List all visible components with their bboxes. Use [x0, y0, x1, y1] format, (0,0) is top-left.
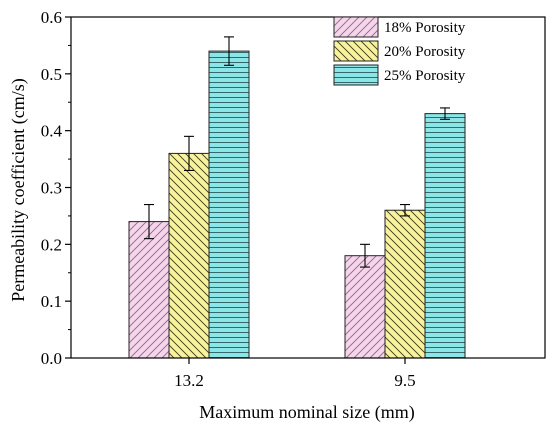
y-tick-label: 0.6	[41, 8, 62, 27]
legend-swatch-series-2	[333, 40, 379, 62]
y-tick-label: 0.4	[41, 122, 63, 141]
bar-9-5-series-2	[384, 209, 426, 359]
error-bar	[360, 243, 370, 268]
x-axis-label: Maximum nominal size (mm)	[199, 402, 414, 423]
legend-swatch-series-3	[333, 64, 379, 86]
bar-group-9-5	[344, 107, 466, 359]
legend-label-series-2: 20% Porosity	[384, 44, 466, 60]
axes-layer: 0.0 0.1 0.2 0.3 0.4 0.5 0.6 13.2 9.5	[41, 8, 546, 390]
legend-label-series-1: 18% Porosity	[384, 20, 466, 36]
y-tick-label: 0.3	[41, 179, 62, 198]
y-tick-label: 0.2	[41, 235, 62, 254]
legend-swatch-series-1	[333, 16, 379, 38]
legend-label-series-3: 25% Porosity	[384, 68, 466, 84]
bar-9-5-series-3	[424, 113, 466, 359]
error-bar	[184, 135, 194, 171]
bar-9-5-series-1	[344, 255, 386, 359]
bar-13-2-series-1	[128, 221, 170, 359]
error-bar	[440, 107, 450, 120]
y-tick-label: 0.1	[41, 292, 62, 311]
y-tick-label: 0.5	[41, 65, 62, 84]
x-tick-label: 9.5	[394, 371, 415, 390]
legend: 18% Porosity 20% Porosity 25% Porosity	[333, 16, 466, 86]
error-bar	[224, 36, 234, 66]
y-axis-label: Permeability coefficient (cm/s)	[8, 78, 29, 302]
x-tick-label: 13.2	[174, 371, 204, 390]
bar-13-2-series-3	[208, 50, 250, 359]
error-bar	[400, 204, 410, 217]
error-bar	[144, 204, 154, 240]
bars-layer	[128, 36, 466, 359]
y-tick-label: 0.0	[41, 349, 62, 368]
bar-13-2-series-2	[168, 152, 210, 359]
bar-group-13-2	[128, 36, 250, 359]
